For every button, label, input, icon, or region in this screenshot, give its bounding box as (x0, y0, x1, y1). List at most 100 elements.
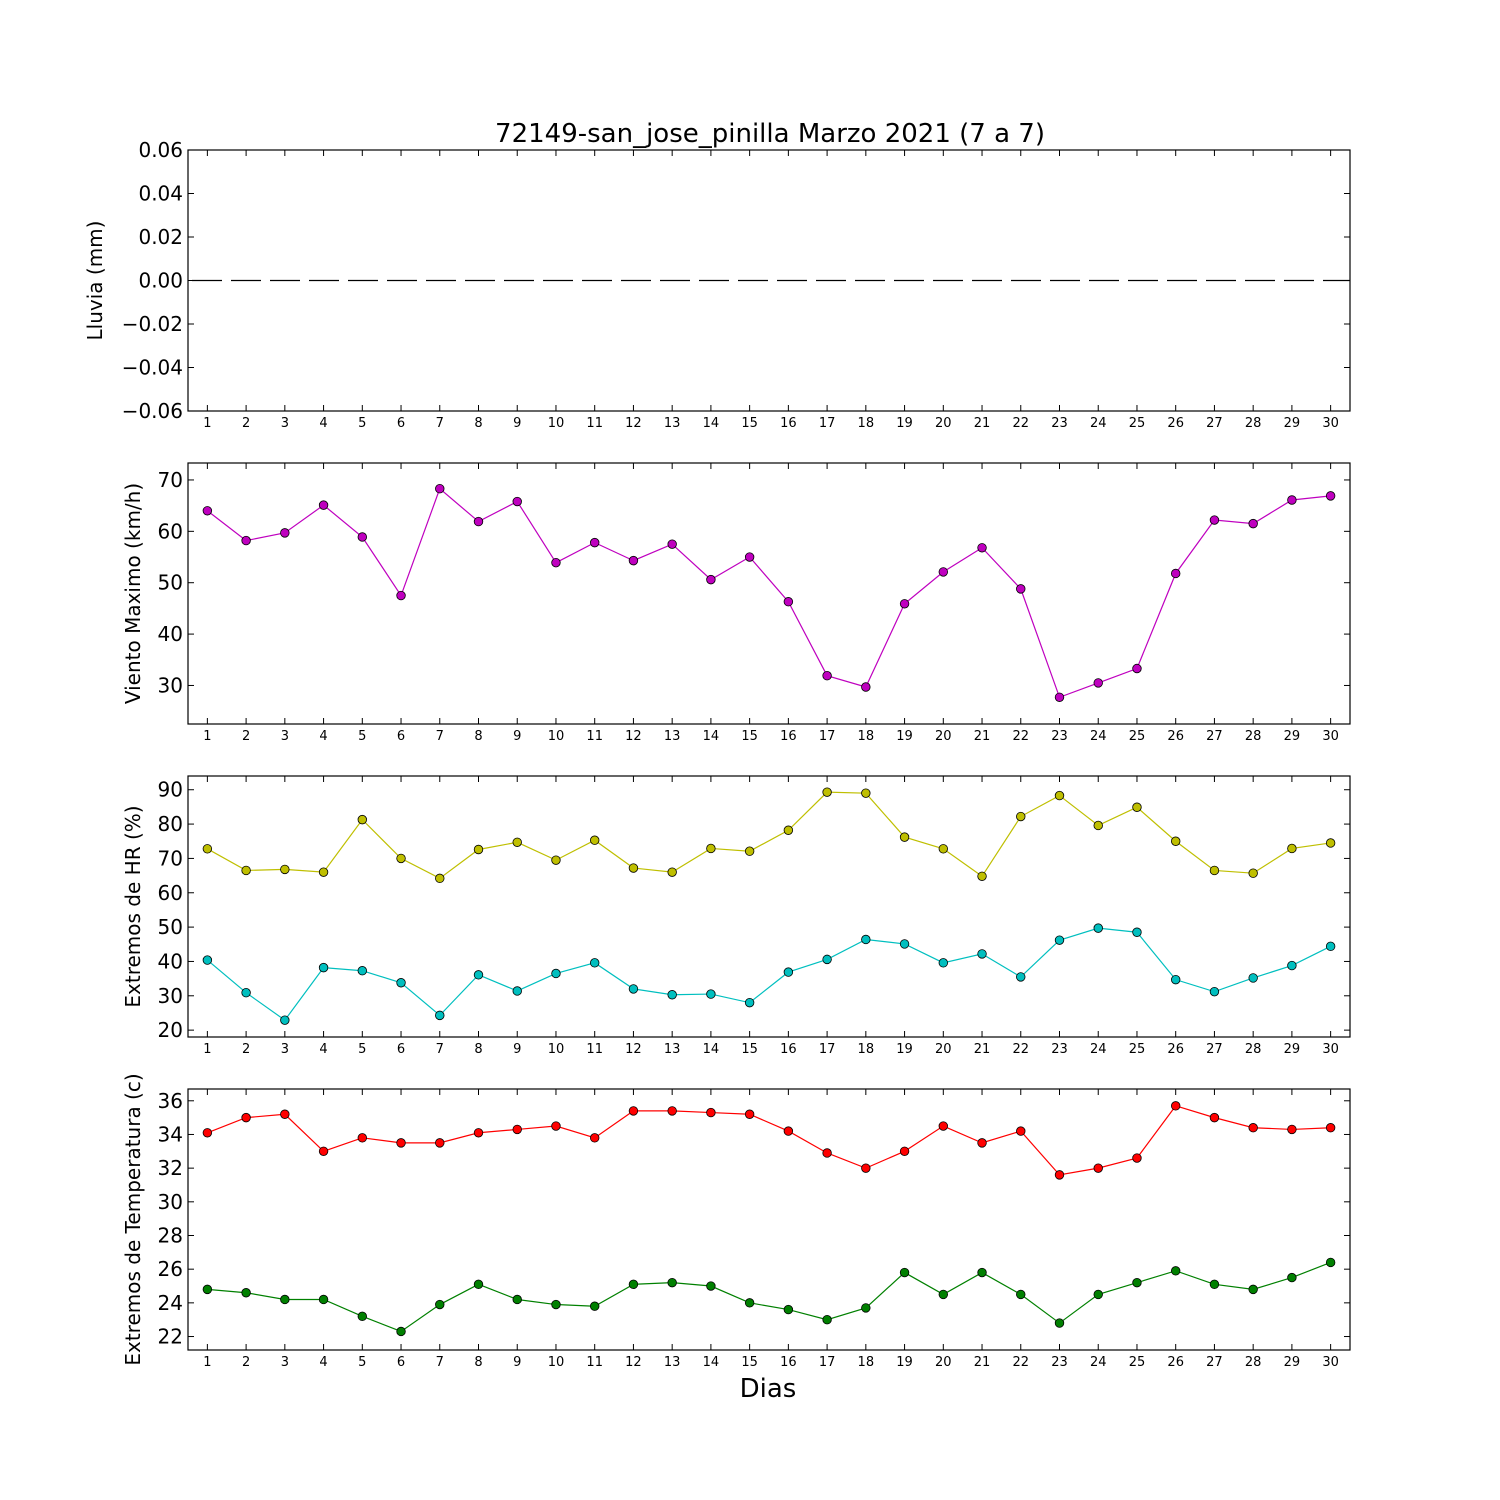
data-point (280, 528, 290, 538)
x-axis-label: Dias (740, 1374, 797, 1404)
data-point (822, 671, 832, 681)
x-tick-label: 28 (1245, 729, 1262, 744)
data-point (280, 1015, 290, 1025)
y-tick-label: 40 (158, 622, 183, 646)
x-tick-label: 11 (586, 1042, 603, 1057)
x-tick-label: 13 (664, 729, 681, 744)
x-tick-label: 29 (1284, 1042, 1301, 1057)
data-point (667, 1277, 677, 1288)
x-tick-label: 26 (1167, 729, 1184, 744)
data-point (1093, 1289, 1103, 1300)
data-point (667, 539, 677, 549)
y-tick-label: 40 (158, 949, 183, 973)
x-tick-label: 4 (319, 1355, 327, 1370)
data-point (1170, 568, 1181, 579)
x-tick-label: 26 (1167, 416, 1184, 431)
x-tick-label: 3 (281, 729, 289, 744)
data-point (202, 506, 213, 516)
x-tick-label: 2 (242, 416, 250, 431)
x-tick-label: 12 (625, 729, 642, 744)
x-tick-label: 17 (819, 416, 836, 431)
data-point (241, 535, 251, 546)
data-point (861, 788, 871, 798)
x-tick-label: 22 (1012, 1355, 1029, 1370)
data-point (1016, 972, 1026, 982)
data-point (1093, 678, 1103, 688)
data-point (899, 832, 910, 842)
x-tick-label: 17 (819, 1042, 836, 1057)
x-tick-label: 20 (935, 1042, 952, 1057)
data-point (318, 1146, 329, 1157)
data-point (1016, 584, 1026, 594)
x-tick-label: 25 (1129, 416, 1146, 431)
x-tick-label: 7 (436, 416, 444, 431)
x-tick-label: 2 (242, 1355, 250, 1370)
x-tick-label: 4 (319, 1042, 327, 1057)
data-point (744, 1298, 755, 1308)
data-point (1287, 843, 1297, 854)
y-axis-label: Extremos de Temperatura (c) (121, 1073, 145, 1365)
x-tick-label: 6 (397, 729, 405, 744)
y-axis-label: Viento Maximo (km/h) (121, 483, 145, 704)
x-tick-label: 17 (819, 1355, 836, 1370)
data-point (396, 1326, 406, 1337)
data-point (899, 939, 910, 949)
x-tick-label: 18 (858, 729, 875, 744)
x-tick-label: 15 (741, 1042, 758, 1057)
data-point (512, 496, 522, 507)
y-tick-label: 30 (158, 673, 183, 697)
data-point (1287, 1272, 1297, 1283)
x-tick-label: 24 (1090, 1355, 1107, 1370)
y-tick-label: 24 (158, 1291, 183, 1315)
y-tick-label: 70 (158, 468, 183, 492)
data-point (318, 962, 329, 973)
x-tick-label: 9 (513, 1042, 521, 1057)
x-tick-label: 25 (1129, 1355, 1146, 1370)
data-point (706, 989, 716, 999)
data-point (318, 867, 329, 877)
data-point (396, 978, 406, 988)
data-point (706, 1281, 716, 1291)
data-point (744, 997, 755, 1008)
data-point (1287, 960, 1297, 971)
series-line-1 (207, 487, 1331, 699)
data-point (551, 968, 561, 979)
data-point (590, 958, 600, 968)
data-point (822, 954, 832, 965)
data-point (473, 970, 484, 980)
data-point (1209, 865, 1220, 876)
data-point (590, 835, 600, 845)
x-tick-label: 2 (242, 1042, 250, 1057)
data-point (473, 1128, 484, 1138)
data-point (202, 955, 213, 965)
data-point (202, 1128, 213, 1138)
data-point (861, 934, 871, 945)
data-point (628, 1279, 639, 1290)
data-point (473, 1279, 484, 1290)
data-point (357, 532, 368, 542)
data-point (1016, 1289, 1026, 1300)
data-point (938, 844, 949, 854)
y-tick-label: 50 (158, 571, 183, 595)
data-point (318, 1294, 329, 1305)
y-tick-label: 34 (158, 1122, 183, 1146)
x-tick-label: 1 (203, 416, 211, 431)
panel-1: −0.06−0.04−0.020.000.020.040.061 2 3 4 5 6 7 8 9… (83, 138, 1351, 431)
data-point (551, 1121, 561, 1131)
data-point (938, 567, 949, 577)
x-tick-label: 10 (548, 1355, 565, 1370)
y-tick-label: 28 (158, 1223, 183, 1247)
y-axis-label: Extremos de HR (%) (121, 805, 145, 1007)
data-point (783, 967, 794, 977)
data-point (783, 1304, 794, 1315)
y-tick-label: 0.00 (138, 269, 183, 293)
x-tick-label: 14 (703, 1042, 720, 1057)
x-tick-label: 4 (319, 729, 327, 744)
x-tick-label: 5 (358, 416, 366, 431)
data-point (435, 1010, 445, 1021)
x-tick-label: 11 (586, 729, 603, 744)
y-tick-label: −0.04 (122, 356, 183, 380)
x-tick-label: 1 (203, 729, 211, 744)
x-tick-label: 23 (1051, 729, 1068, 744)
data-point (1287, 1124, 1297, 1135)
